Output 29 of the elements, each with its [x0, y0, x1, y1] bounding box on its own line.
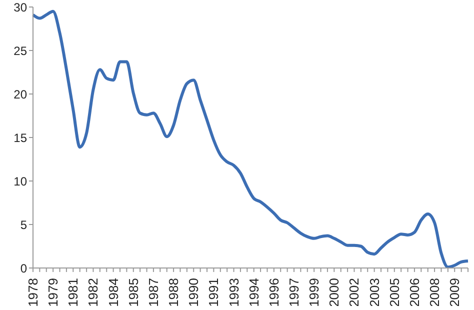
x-tick-label: 1997: [286, 278, 302, 307]
x-tick-label: 2003: [366, 278, 382, 307]
x-tick-label: 1994: [246, 278, 262, 307]
x-tick-label: 1988: [166, 278, 182, 307]
y-tick-label: 25: [14, 44, 28, 58]
y-tick-label: 10: [14, 174, 28, 188]
y-tick-label: 15: [14, 130, 28, 145]
x-tick-label: 1979: [46, 278, 61, 307]
x-tick-label: 1991: [206, 278, 222, 307]
x-tick-label: 2008: [427, 278, 442, 307]
x-tick-label: 2002: [346, 278, 362, 307]
x-tick-label: 2006: [406, 278, 422, 307]
x-tick-label: 2009: [447, 278, 462, 307]
y-tick-label: 20: [14, 87, 28, 102]
x-tick-label: 2000: [326, 278, 342, 307]
x-tick-label: 1996: [266, 278, 282, 307]
x-tick-label: 1984: [106, 278, 121, 307]
x-tick-label: 1978: [26, 278, 40, 307]
x-tick-label: 1981: [66, 278, 81, 307]
x-tick-label: 1999: [306, 278, 322, 307]
x-tick-label: 1993: [226, 278, 242, 307]
x-tick-label: 1990: [186, 278, 202, 307]
x-tick-label: 1982: [86, 278, 101, 307]
y-tick-label: 0: [20, 261, 28, 276]
y-tick-label: 30: [14, 0, 28, 14]
y-tick-label: 5: [20, 218, 28, 232]
x-tick-label: 1985: [126, 278, 141, 307]
x-tick-label: 1987: [146, 278, 161, 307]
x-tick-label: 2005: [386, 278, 402, 307]
